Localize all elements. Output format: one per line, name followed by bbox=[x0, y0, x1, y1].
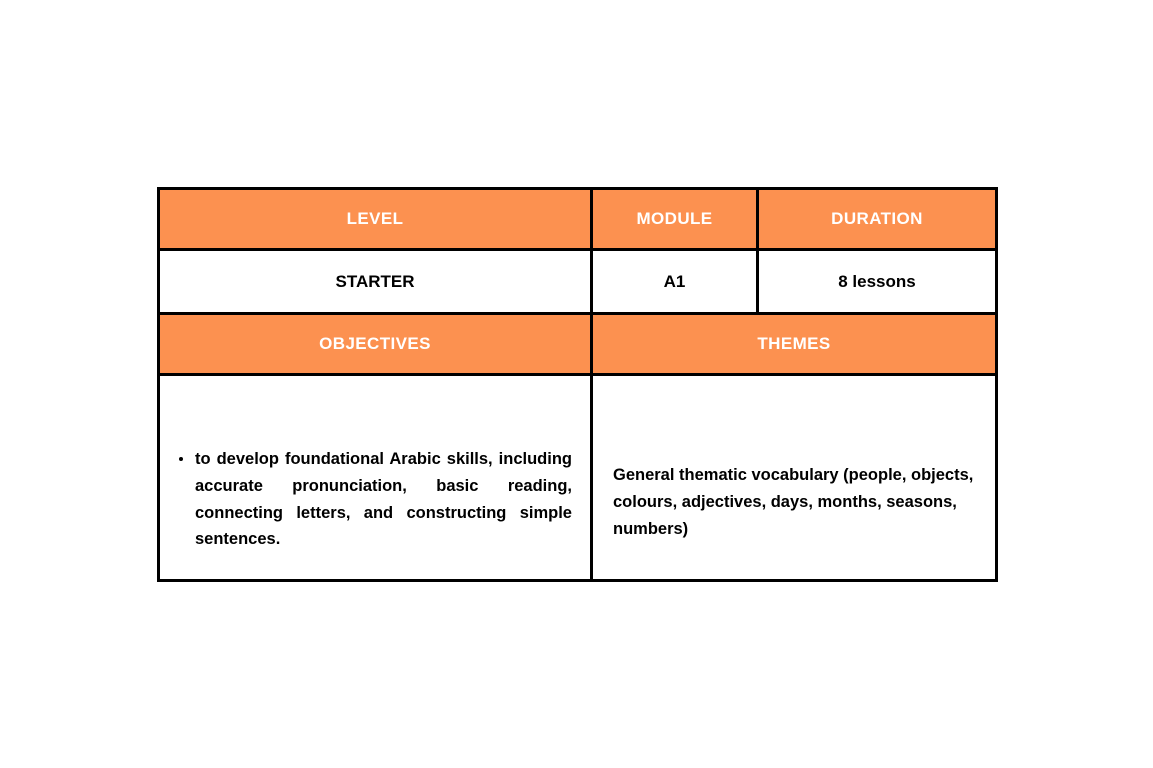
value-cell-duration: 8 lessons bbox=[756, 248, 998, 315]
list-item: to develop foundational Arabic skills, i… bbox=[179, 446, 572, 554]
content-cell-themes: General thematic vocabulary (people, obj… bbox=[590, 373, 998, 582]
value-cell-level: STARTER bbox=[157, 248, 593, 315]
header-cell-themes: THEMES bbox=[590, 312, 998, 376]
table-content-row: to develop foundational Arabic skills, i… bbox=[157, 373, 998, 582]
course-overview-table: LEVEL MODULE DURATION STARTER A1 8 lesso… bbox=[157, 187, 998, 582]
header-cell-duration: DURATION bbox=[756, 187, 998, 251]
header-cell-objectives: OBJECTIVES bbox=[157, 312, 593, 376]
content-cell-objectives: to develop foundational Arabic skills, i… bbox=[157, 373, 593, 582]
objectives-list: to develop foundational Arabic skills, i… bbox=[160, 402, 590, 554]
table-header-row-1: LEVEL MODULE DURATION bbox=[157, 187, 998, 251]
table-value-row-1: STARTER A1 8 lessons bbox=[157, 248, 998, 315]
header-cell-module: MODULE bbox=[590, 187, 759, 251]
header-cell-level: LEVEL bbox=[157, 187, 593, 251]
themes-paragraph: General thematic vocabulary (people, obj… bbox=[613, 466, 974, 538]
value-cell-module: A1 bbox=[590, 248, 759, 315]
table-header-row-2: OBJECTIVES THEMES bbox=[157, 312, 998, 376]
